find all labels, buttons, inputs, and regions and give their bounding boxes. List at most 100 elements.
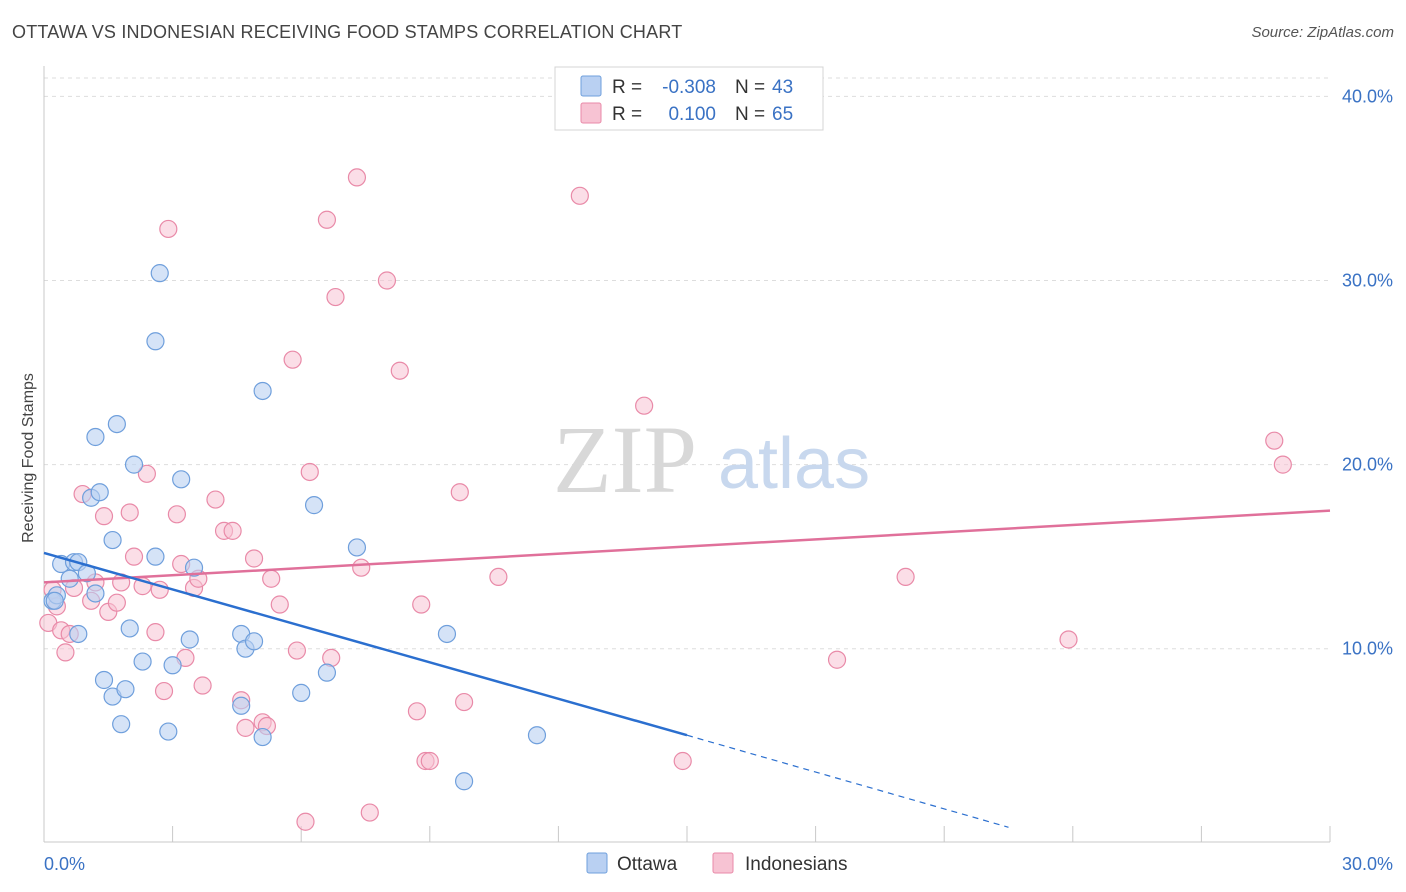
indonesians-point (223, 521, 242, 540)
ottawa-point (86, 427, 105, 447)
indonesians-point (56, 643, 75, 662)
axes (43, 66, 1331, 843)
indonesians-point (283, 350, 302, 369)
grid-lines (44, 77, 1330, 650)
ottawa-point (146, 332, 165, 351)
ottawa-point (150, 264, 169, 283)
ottawa-point (90, 483, 109, 502)
chart-title: OTTAWA VS INDONESIAN RECEIVING FOOD STAM… (12, 22, 683, 42)
watermark: ZIP atlas (553, 406, 870, 513)
indonesians-point (420, 751, 439, 771)
indonesians-point (347, 168, 367, 187)
indonesians-point (412, 595, 431, 614)
ottawa-point (347, 538, 367, 557)
ottawa-point (437, 624, 457, 644)
indonesians-point (1265, 431, 1284, 450)
y-tick-label: 40.0% (1342, 86, 1393, 106)
indonesians-point (287, 641, 307, 660)
legend-swatch-indonesians (580, 102, 602, 124)
legend-r-value-ottawa: -0.308 (662, 77, 716, 98)
ottawa-point (112, 715, 131, 734)
watermark-atlas: atlas (718, 424, 870, 504)
ottawa-point (120, 619, 139, 638)
y-axis-title: Receiving Food Stamps (20, 373, 37, 543)
indonesians-point (390, 361, 409, 380)
legend-r-label-indonesians: R = (612, 104, 642, 125)
ottawa-point (133, 652, 152, 671)
indonesians-point (360, 803, 379, 822)
ottawa-point (253, 381, 272, 401)
legend-r-value-indonesians: 0.100 (668, 104, 716, 125)
watermark-zip: ZIP (553, 406, 697, 513)
indonesians-point (489, 567, 508, 587)
ottawa-point (60, 569, 79, 588)
ottawa-point (94, 670, 114, 690)
ottawa-point (124, 455, 144, 474)
indonesians-point (270, 595, 289, 614)
source-label: Source: ZipAtlas.com (1251, 24, 1394, 41)
ottawa-point (172, 470, 191, 489)
ottawa-point (103, 530, 122, 550)
indonesians-point (107, 593, 126, 612)
indonesians-point (154, 681, 174, 701)
correlation-legend: R = -0.308 N = 43 R = 0.100 N = 65 (554, 66, 824, 131)
indonesians-point (827, 650, 847, 669)
indonesians-point (236, 718, 255, 737)
ottawa-trend-extension (686, 734, 1009, 828)
indonesians-point (454, 692, 474, 712)
x-tick-labels: 0.0% 30.0% (44, 854, 1393, 874)
indonesians-point (94, 507, 114, 526)
ottawa-point (454, 772, 474, 791)
ottawa-point (184, 558, 204, 577)
indonesians-point (326, 287, 345, 307)
indonesians-point (206, 490, 225, 509)
indonesians-point (896, 567, 915, 587)
indonesians-point (570, 186, 589, 205)
indonesians-point (450, 483, 469, 502)
legend-n-value-indonesians: 65 (772, 104, 793, 125)
ottawa-point (146, 547, 165, 566)
y-tick-label: 30.0% (1342, 271, 1393, 291)
series-legend-ottawa: Ottawa (617, 854, 678, 875)
ottawa-point (253, 727, 272, 747)
legend-n-label-ottawa: N = (735, 77, 765, 98)
ottawa-point (163, 656, 182, 675)
indonesians-point (635, 396, 654, 415)
x-tick-label: 30.0% (1342, 854, 1393, 874)
indonesians-point (159, 219, 178, 239)
indonesians-points (39, 168, 1292, 831)
indonesians-point (673, 751, 692, 771)
indonesians-point (146, 623, 165, 642)
ottawa-point (232, 696, 251, 715)
ottawa-point (86, 584, 105, 603)
ottawa-point (107, 415, 126, 434)
ottawa-point (527, 726, 547, 745)
ottawa-point (180, 630, 199, 649)
indonesians-point (167, 505, 186, 524)
trend-lines (43, 509, 1331, 828)
ottawa-point (292, 683, 311, 702)
series-legend-swatch-indonesians (712, 852, 734, 874)
ottawa-point (304, 496, 324, 515)
indonesians-point (296, 812, 315, 831)
indonesians-point (1273, 455, 1292, 474)
ottawa-point (159, 722, 178, 741)
indonesians-point (124, 547, 144, 566)
indonesians-point (262, 569, 281, 588)
series-legend: Ottawa Indonesians (586, 852, 847, 875)
legend-r-label-ottawa: R = (612, 77, 642, 98)
series-legend-indonesians: Indonesians (745, 854, 847, 875)
ottawa-point (69, 624, 88, 644)
indonesians-trend-line (43, 509, 1331, 584)
series-legend-swatch-ottawa (586, 852, 608, 874)
indonesians-point (377, 271, 397, 290)
indonesians-point (137, 464, 156, 483)
indonesians-point (300, 462, 319, 482)
legend-swatch-ottawa (580, 75, 602, 97)
indonesians-point (1059, 630, 1078, 649)
ottawa-points (43, 264, 547, 791)
indonesians-point (352, 558, 371, 577)
legend-n-value-ottawa: 43 (772, 77, 793, 98)
y-tick-label: 20.0% (1342, 455, 1393, 475)
legend-n-label-indonesians: N = (735, 104, 765, 125)
